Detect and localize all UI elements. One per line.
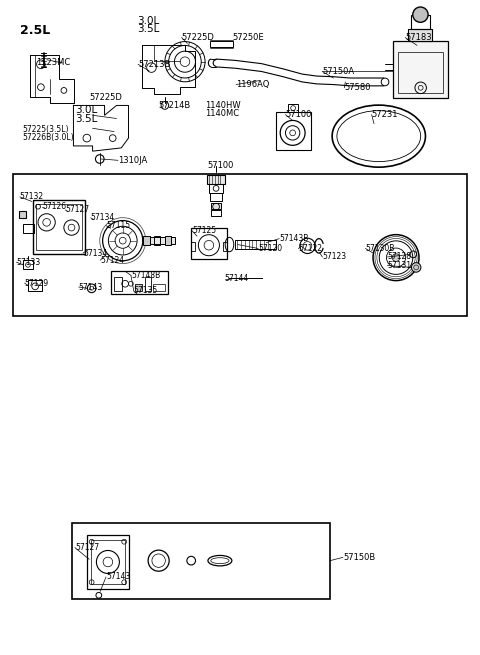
Text: 1140MC: 1140MC — [205, 109, 240, 118]
Text: 57143: 57143 — [106, 572, 130, 582]
Text: 3.0L: 3.0L — [137, 16, 159, 26]
Text: 57100: 57100 — [207, 161, 234, 170]
Text: 57132: 57132 — [20, 193, 44, 201]
Text: 57115: 57115 — [106, 221, 130, 230]
Bar — [191, 227, 227, 259]
Text: 57125: 57125 — [192, 227, 216, 235]
Text: 57134: 57134 — [91, 214, 115, 222]
Bar — [33, 200, 85, 253]
Text: 57213B: 57213B — [138, 60, 170, 69]
Bar — [411, 14, 430, 29]
Bar — [114, 276, 122, 291]
Text: 57580: 57580 — [344, 83, 371, 92]
Bar — [165, 236, 171, 245]
Bar — [154, 236, 159, 245]
Bar — [223, 242, 227, 251]
Text: 57127: 57127 — [75, 543, 99, 552]
Text: 57250E: 57250E — [233, 33, 264, 42]
Bar — [135, 284, 143, 291]
Text: 1196AQ: 1196AQ — [236, 80, 270, 89]
Text: 57129: 57129 — [24, 278, 49, 288]
Text: 57124: 57124 — [100, 255, 124, 265]
Bar — [145, 276, 151, 291]
Bar — [23, 260, 33, 269]
Bar — [144, 236, 150, 245]
Text: 57134: 57134 — [83, 248, 107, 257]
Bar — [393, 41, 448, 98]
Text: 57128: 57128 — [387, 252, 411, 261]
Bar — [142, 237, 175, 244]
Bar — [211, 203, 221, 210]
Text: 57148B: 57148B — [131, 271, 160, 280]
Bar — [19, 212, 26, 217]
Text: 57225D: 57225D — [181, 33, 215, 42]
Text: 57150B: 57150B — [343, 553, 375, 562]
Text: 57183: 57183 — [405, 33, 432, 42]
Text: 57126: 57126 — [42, 202, 66, 211]
Text: 57127: 57127 — [65, 206, 89, 214]
Bar — [288, 104, 299, 112]
Text: 2.5L: 2.5L — [20, 24, 50, 37]
Text: 57231: 57231 — [372, 110, 398, 119]
Text: 57131: 57131 — [387, 261, 411, 270]
Text: 57135: 57135 — [134, 286, 158, 295]
Text: 57144: 57144 — [225, 274, 249, 283]
Bar — [211, 210, 221, 216]
Text: 1310JA: 1310JA — [118, 156, 147, 165]
Text: 57143: 57143 — [79, 282, 103, 291]
Text: 3.5L: 3.5L — [137, 24, 159, 34]
Text: 57120: 57120 — [258, 244, 282, 253]
Text: 57214B: 57214B — [158, 101, 191, 110]
Text: 57226B(3.0L): 57226B(3.0L) — [22, 133, 74, 142]
Text: 57122: 57122 — [299, 244, 323, 253]
Text: 3.0L: 3.0L — [75, 105, 97, 115]
Text: 3.5L: 3.5L — [75, 113, 97, 124]
Bar — [276, 112, 311, 150]
Text: 57225(3.5L): 57225(3.5L) — [22, 125, 69, 134]
Bar — [398, 52, 444, 93]
Text: 57130B: 57130B — [365, 244, 395, 253]
Bar — [12, 174, 468, 316]
Bar — [111, 271, 168, 294]
Bar — [210, 41, 233, 47]
Bar — [28, 280, 42, 291]
Circle shape — [411, 263, 421, 272]
Bar — [207, 175, 225, 184]
Circle shape — [392, 253, 400, 261]
Bar — [72, 523, 330, 599]
Bar — [153, 284, 165, 291]
Bar — [36, 204, 82, 250]
Text: 57100: 57100 — [286, 110, 312, 119]
Bar — [408, 29, 432, 41]
Text: 57133: 57133 — [16, 257, 41, 267]
Circle shape — [413, 7, 428, 22]
Bar — [91, 540, 125, 584]
Text: 57143B: 57143B — [279, 234, 309, 243]
Bar — [23, 223, 34, 233]
Bar — [87, 535, 129, 589]
Text: 57123: 57123 — [323, 252, 347, 261]
Text: 1140HW: 1140HW — [205, 101, 241, 110]
Bar — [235, 240, 276, 249]
Text: 57225D: 57225D — [89, 93, 122, 102]
Bar — [191, 242, 195, 251]
Text: 1123MC: 1123MC — [36, 58, 70, 67]
Text: 57150A: 57150A — [323, 67, 354, 76]
Bar — [209, 184, 223, 193]
Bar — [210, 193, 222, 202]
